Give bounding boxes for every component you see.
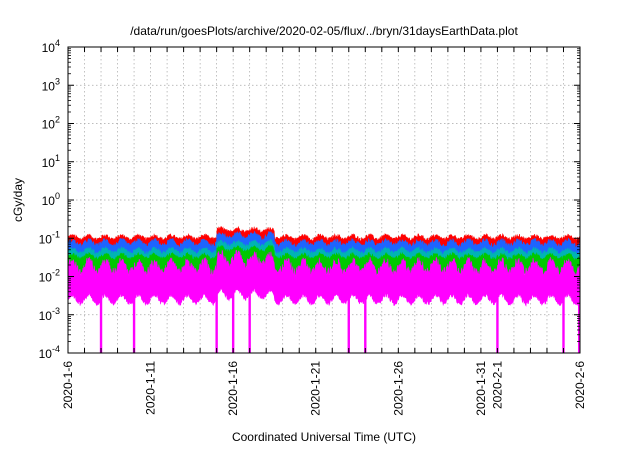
y-tick-label: 102	[42, 115, 60, 132]
chart-title: /data/run/goesPlots/archive/2020-02-05/f…	[130, 24, 518, 38]
y-tick-label: 10-4	[39, 344, 60, 361]
x-tick-label: 2020-1-6	[61, 361, 75, 409]
x-tick-label: 2020-1-11	[144, 361, 158, 415]
series-5-dropout	[577, 291, 581, 353]
x-tick-label: 2020-2-1	[490, 361, 504, 409]
x-tick-label: 2020-2-6	[573, 361, 587, 409]
x-axis-label: Coordinated Universal Time (UTC)	[232, 430, 416, 444]
x-tick-label: 2020-1-31	[474, 361, 488, 416]
x-tick-label: 2020-1-26	[391, 361, 405, 416]
series-5-dropout	[215, 291, 218, 353]
x-tick-label: 2020-1-16	[226, 361, 240, 416]
y-tick-label: 104	[42, 38, 60, 55]
y-tick-label: 10-1	[39, 229, 60, 246]
y-tick-labels: 10-4 10-3 10-2 10-1 100 101 102 103 104	[39, 38, 60, 361]
series-5-dropout	[364, 291, 367, 353]
series-5-dropout	[562, 291, 565, 353]
y-axis-label: cGy/day	[11, 178, 25, 222]
x-tick-labels: 2020-1-6 2020-1-11 2020-1-16 2020-1-21 2020-…	[61, 361, 587, 416]
y-tick-label: 101	[42, 153, 60, 170]
y-tick-label: 10-3	[39, 306, 60, 323]
series-layer	[67, 225, 581, 353]
series-5-dropout	[248, 291, 251, 353]
series-5-dropout	[347, 291, 350, 353]
series-5-dropout	[99, 291, 103, 353]
y-tick-label: 100	[42, 191, 60, 208]
series-5-dropout	[132, 291, 136, 353]
axes	[67, 46, 581, 354]
y-tick-label: 103	[42, 76, 60, 93]
x-tick-label: 2020-1-21	[309, 361, 323, 416]
series-5-dropout	[231, 291, 235, 353]
series-5-dropout	[496, 291, 499, 353]
y-tick-label: 10-2	[39, 268, 60, 285]
